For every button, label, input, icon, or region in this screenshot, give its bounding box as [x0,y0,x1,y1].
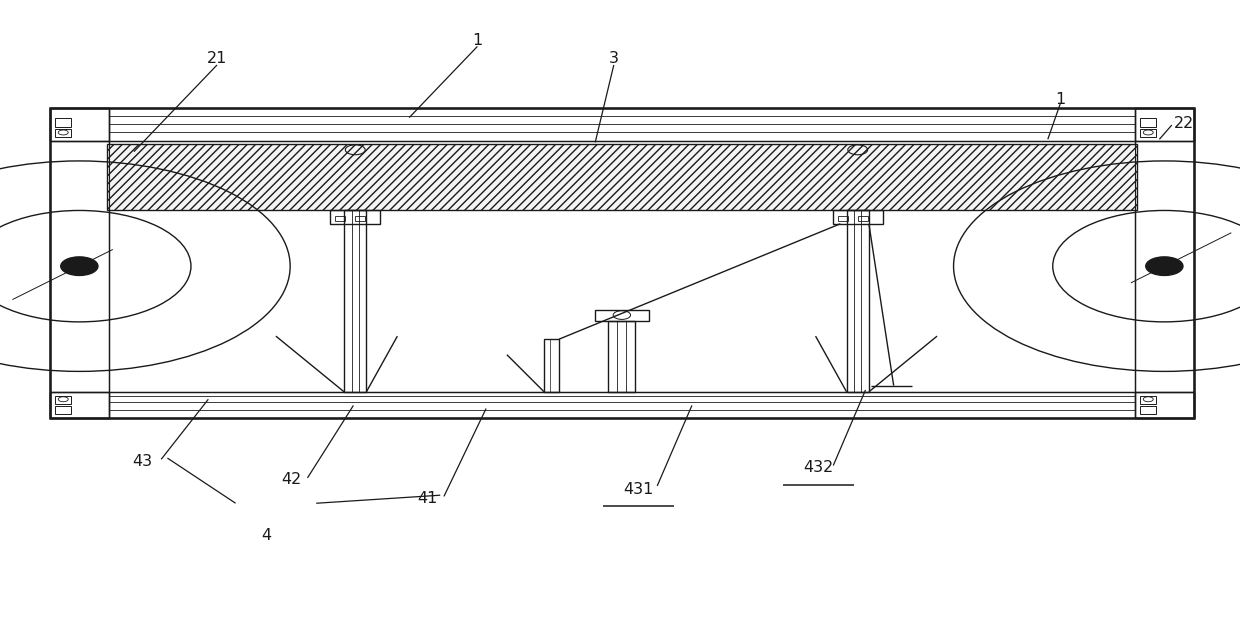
Text: 43: 43 [133,454,153,469]
Bar [1140,118,1156,126]
Bar [55,129,71,137]
Bar [50,108,1194,141]
Bar [55,396,71,404]
Bar [1140,396,1156,404]
Bar [1135,392,1194,418]
Text: 1: 1 [472,33,482,48]
Bar [335,217,345,222]
Bar [50,108,1194,418]
Bar [55,406,71,414]
Bar [858,217,868,222]
Bar [847,210,869,392]
Bar [330,210,379,224]
Bar [544,339,559,392]
Text: 4: 4 [262,528,272,543]
Bar [1140,129,1156,137]
Bar [594,310,650,321]
Bar [833,210,883,224]
Circle shape [61,257,98,275]
Text: 432: 432 [804,460,833,475]
Text: 21: 21 [207,51,227,66]
Bar [1140,406,1156,414]
Bar [838,217,848,222]
Text: 41: 41 [418,491,438,506]
Bar [55,118,71,126]
Text: 3: 3 [609,51,619,66]
Text: 1: 1 [1055,92,1065,106]
Bar [343,210,366,392]
Bar [355,217,365,222]
Bar [50,108,109,418]
Bar [1135,108,1194,418]
Text: 22: 22 [1174,116,1194,131]
Bar [50,108,109,141]
Bar [608,321,635,392]
Bar [50,392,109,418]
Bar [1135,108,1194,141]
Text: 431: 431 [624,482,653,496]
Text: 42: 42 [281,472,301,487]
Bar [50,392,1194,418]
Bar [107,144,1137,210]
Circle shape [1146,257,1183,275]
